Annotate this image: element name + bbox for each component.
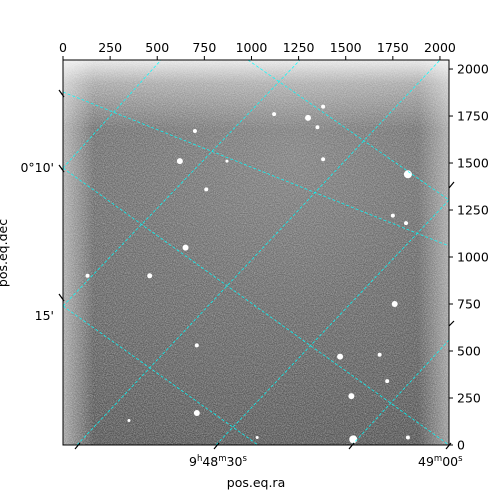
world-grid	[63, 60, 449, 445]
grid-line	[63, 167, 449, 445]
right-tick-label: 1000	[457, 250, 489, 265]
star	[348, 393, 355, 400]
world-tick	[74, 442, 81, 450]
world-tick	[348, 442, 355, 450]
star	[337, 353, 344, 360]
right-tick-label: 1250	[457, 203, 489, 218]
right-tick-label: 1500	[457, 156, 489, 171]
star	[192, 129, 197, 134]
world-tick	[58, 164, 65, 173]
star	[405, 435, 410, 440]
top-tick-label: 1750	[377, 40, 409, 55]
grid-line	[63, 91, 449, 247]
top-tick-label: 750	[192, 40, 216, 55]
grid-line	[63, 60, 301, 307]
plot-area	[63, 60, 449, 445]
right-tick-label: 0	[457, 438, 465, 453]
star	[194, 343, 199, 348]
top-tick-label: 500	[145, 40, 169, 55]
right-tick-label: 1750	[457, 109, 489, 124]
dec-tick-label-1: 0°10'	[20, 160, 54, 175]
star	[204, 187, 209, 192]
right-tick-label: 2000	[457, 62, 489, 77]
grid-line	[76, 60, 441, 445]
star	[349, 435, 358, 444]
star	[193, 410, 200, 417]
ra-tick-label-1: 9h48m30s	[189, 454, 247, 469]
star	[321, 157, 326, 162]
star	[305, 114, 312, 121]
star	[321, 104, 326, 109]
grid-line	[215, 199, 449, 445]
top-tick-label: 250	[98, 40, 122, 55]
world-tick	[445, 442, 452, 450]
star	[391, 301, 398, 308]
dec-tick-label-2: 15'	[35, 308, 54, 323]
star	[127, 419, 131, 423]
star	[390, 213, 395, 218]
star	[255, 435, 259, 439]
top-tick-label: 1250	[283, 40, 315, 55]
top-pixel-axis: 0 250 500 750 1000 1250 1500 1750 2000	[59, 40, 456, 60]
grid-line	[247, 60, 449, 201]
star	[147, 273, 153, 279]
top-tick-label: 2000	[424, 40, 456, 55]
star	[182, 244, 189, 251]
world-tick	[448, 181, 455, 189]
ra-tick-label-2: 49m00s	[418, 454, 463, 469]
star	[225, 159, 229, 163]
world-tick	[58, 293, 65, 302]
star	[176, 158, 183, 165]
right-tick-label: 250	[457, 391, 481, 406]
star	[403, 170, 412, 179]
grid-line	[351, 339, 449, 445]
svg-text:9h48m30s: 9h48m30s	[189, 454, 247, 469]
stars-layer	[85, 104, 412, 444]
star	[85, 273, 90, 278]
right-tick-label: 750	[457, 297, 481, 312]
plot-frame	[62, 59, 450, 446]
star	[404, 221, 409, 226]
y-axis-label: pos.eq.dec	[0, 219, 10, 287]
image-right-glow	[63, 60, 449, 445]
star	[272, 112, 277, 117]
world-ticks	[58, 89, 455, 450]
svg-text:49m00s: 49m00s	[418, 454, 463, 469]
right-tick-label: 500	[457, 344, 481, 359]
right-pixel-axis: 0 250 500 750 1000 1250 1500 1750 2000	[449, 62, 489, 453]
top-tick-label: 1500	[330, 40, 362, 55]
star	[385, 379, 390, 384]
grid-line	[63, 60, 162, 169]
world-tick	[213, 442, 220, 450]
x-axis-label: pos.eq.ra	[227, 475, 285, 490]
top-tick-label: 0	[59, 40, 67, 55]
star	[377, 352, 382, 357]
top-tick-label: 1000	[236, 40, 268, 55]
world-tick	[58, 89, 65, 98]
world-tick	[448, 320, 455, 327]
star	[315, 125, 320, 130]
